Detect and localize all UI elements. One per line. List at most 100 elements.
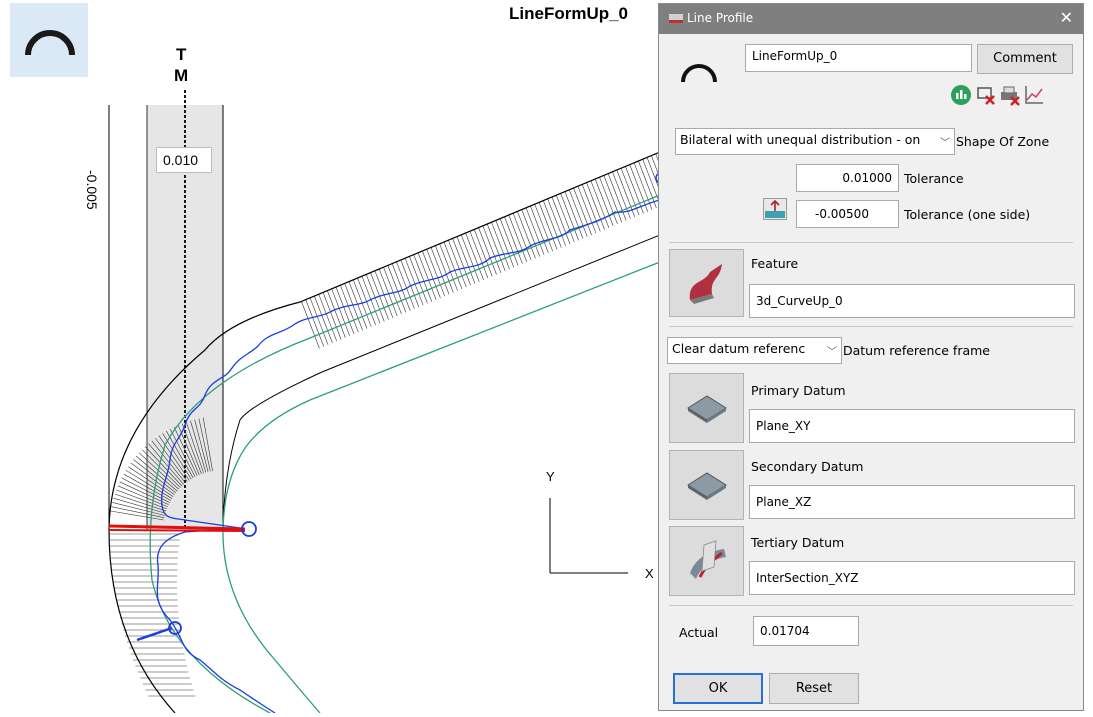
hatch-line bbox=[391, 263, 411, 311]
name-field[interactable]: LineFormUp_0 bbox=[745, 44, 972, 72]
hatch-line bbox=[478, 227, 497, 275]
hatch-line bbox=[125, 470, 173, 499]
tolerance-side-icon[interactable] bbox=[763, 198, 787, 220]
line-profile-dialog: Line Profile ✕ LineFormUp_0 Comment Bila… bbox=[658, 3, 1084, 711]
actual-field: 0.01704 bbox=[753, 616, 859, 646]
profile-plot bbox=[108, 90, 679, 714]
hatch-line bbox=[439, 243, 458, 291]
hatch-line bbox=[616, 169, 636, 218]
nominal-curve bbox=[149, 194, 661, 714]
hatch-line bbox=[581, 184, 601, 232]
shape-of-zone-dropdown[interactable]: Bilateral with unequal distribution - on… bbox=[675, 128, 955, 155]
tolerance-field[interactable]: 0.01000 bbox=[796, 164, 899, 192]
hatch-line bbox=[185, 421, 204, 474]
hatch-line bbox=[340, 285, 359, 333]
intersection-icon bbox=[690, 540, 726, 579]
graphics-canvas[interactable]: LineFormUp_0 T M -0.005 0.010 Y X bbox=[0, 0, 679, 714]
hatch-line bbox=[629, 164, 649, 212]
hatch-line bbox=[435, 245, 454, 293]
max-deviation-line bbox=[108, 524, 246, 531]
delete-report-icon[interactable] bbox=[975, 84, 997, 106]
tolerance-one-side-field[interactable]: -0.00500 bbox=[796, 200, 899, 228]
divider bbox=[669, 605, 1073, 606]
hatch-line bbox=[305, 299, 325, 347]
dim-box: 0.010 bbox=[156, 147, 212, 173]
deviation-marker bbox=[241, 521, 257, 537]
secondary-datum-button[interactable] bbox=[669, 450, 744, 520]
hatch-line bbox=[599, 177, 618, 225]
graph-icon[interactable] bbox=[1023, 84, 1045, 106]
close-icon[interactable]: ✕ bbox=[1059, 8, 1073, 27]
hatch-line bbox=[158, 435, 190, 481]
hatch-line bbox=[198, 418, 211, 472]
dialog-titlebar[interactable]: Line Profile ✕ bbox=[659, 4, 1083, 34]
hatch-line bbox=[573, 187, 592, 236]
hatch-line bbox=[642, 159, 662, 207]
canvas-title: LineFormUp_0 bbox=[509, 4, 629, 23]
arc-profile-icon bbox=[679, 56, 719, 86]
hatch-line bbox=[202, 417, 213, 471]
tertiary-datum-label: Tertiary Datum bbox=[751, 535, 845, 550]
hatch-line bbox=[495, 220, 515, 268]
hatch-line bbox=[335, 286, 355, 335]
hatch-line bbox=[309, 297, 329, 345]
secondary-datum-field[interactable]: Plane_XZ bbox=[749, 485, 1075, 519]
primary-datum-button[interactable] bbox=[669, 373, 744, 443]
print-report-icon[interactable] bbox=[999, 84, 1021, 106]
primary-datum-label: Primary Datum bbox=[751, 383, 846, 398]
hatch-line bbox=[130, 462, 175, 495]
analysis-icon[interactable] bbox=[950, 84, 972, 106]
hatch-line bbox=[119, 481, 169, 505]
ok-button[interactable]: OK bbox=[673, 673, 763, 704]
hatch-line bbox=[112, 502, 165, 516]
tolerance-one-side-value: -0.00500 bbox=[815, 207, 869, 221]
hatch-line bbox=[404, 258, 424, 306]
hatch-line bbox=[133, 459, 177, 494]
offset-curve bbox=[222, 261, 661, 714]
hatch-line bbox=[452, 238, 471, 286]
hatch-line bbox=[499, 218, 519, 266]
secondary-datum-label: Secondary Datum bbox=[751, 459, 864, 474]
hatch-line bbox=[169, 428, 196, 477]
hatch-line bbox=[417, 252, 437, 300]
reset-button[interactable]: Reset bbox=[769, 673, 859, 704]
datum-frame-dropdown[interactable]: Clear datum referenc ﹀ bbox=[667, 337, 842, 364]
measured-curve bbox=[156, 199, 661, 714]
axis-x-label: X bbox=[645, 566, 654, 581]
hatch-line bbox=[560, 193, 579, 241]
hatch-line bbox=[111, 506, 165, 519]
datum-frame-label: Datum reference frame bbox=[843, 343, 990, 358]
hatch-line bbox=[577, 186, 597, 234]
hatch-line bbox=[486, 223, 506, 272]
dialog-title: Line Profile bbox=[687, 11, 754, 25]
hatch-line bbox=[564, 191, 584, 239]
tertiary-datum-button[interactable] bbox=[669, 526, 744, 596]
hatch-line bbox=[190, 420, 207, 473]
hatch-line bbox=[530, 205, 549, 254]
hatch-line bbox=[148, 443, 185, 485]
hatch-line bbox=[413, 254, 433, 302]
datum-frame-value: Clear datum referenc bbox=[672, 341, 806, 356]
hatch-line bbox=[181, 423, 202, 475]
feature-button[interactable] bbox=[669, 249, 744, 317]
hatch-line bbox=[331, 288, 350, 336]
hatch-line bbox=[344, 283, 363, 331]
hatch-line bbox=[301, 301, 320, 349]
primary-datum-field[interactable]: Plane_XY bbox=[749, 409, 1075, 443]
hatch-line bbox=[512, 213, 532, 261]
hatch-line bbox=[116, 489, 167, 510]
tolerance-one-side-label: Tolerance (one side) bbox=[904, 207, 1031, 222]
hatch-line bbox=[633, 162, 653, 210]
plane-icon bbox=[687, 395, 727, 423]
tertiary-datum-field[interactable]: InterSection_XYZ bbox=[749, 561, 1075, 595]
hatch-line bbox=[625, 166, 644, 214]
feature-field[interactable]: 3d_CurveUp_0 bbox=[749, 284, 1075, 318]
hatch-line bbox=[504, 216, 523, 264]
tm-label-m: M bbox=[174, 66, 189, 85]
hatch-line bbox=[430, 247, 450, 295]
comment-button[interactable]: Comment bbox=[977, 44, 1073, 74]
hatch-line bbox=[443, 241, 463, 290]
feature-icon bbox=[689, 264, 722, 304]
hatch-line bbox=[620, 168, 640, 216]
hatch-line bbox=[638, 160, 657, 209]
